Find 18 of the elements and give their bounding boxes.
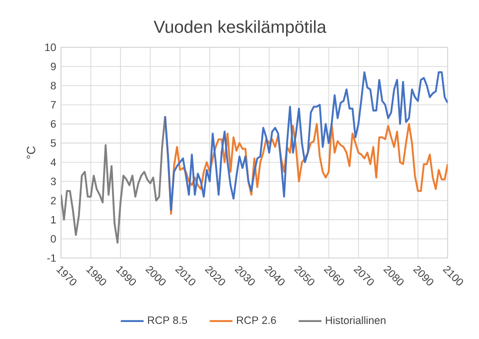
y-tick-label: 6 [50, 120, 56, 128]
legend-label: Historiallinen [326, 316, 386, 324]
y-tick-label: 0 [50, 235, 56, 243]
y-tick-label: 10 [45, 44, 56, 52]
legend-label: RCP 8.5 [148, 316, 188, 324]
y-axis-title: °C [26, 146, 36, 159]
y-tick-label: 4 [50, 158, 56, 166]
y-tick-label: 9 [50, 62, 56, 70]
line-series [61, 115, 166, 244]
y-tick-label: 1 [51, 216, 56, 224]
chart-title: Vuoden keskilämpötila [154, 20, 326, 36]
y-tick-label: 7 [50, 101, 56, 108]
y-tick-label: 2 [50, 196, 56, 204]
y-tick-label: 8 [50, 82, 56, 90]
y-tick-label: -1 [47, 254, 56, 262]
y-tick-label: 3 [50, 178, 56, 186]
legend-label: RCP 2.6 [236, 316, 276, 324]
y-tick-label: 5 [50, 139, 56, 147]
